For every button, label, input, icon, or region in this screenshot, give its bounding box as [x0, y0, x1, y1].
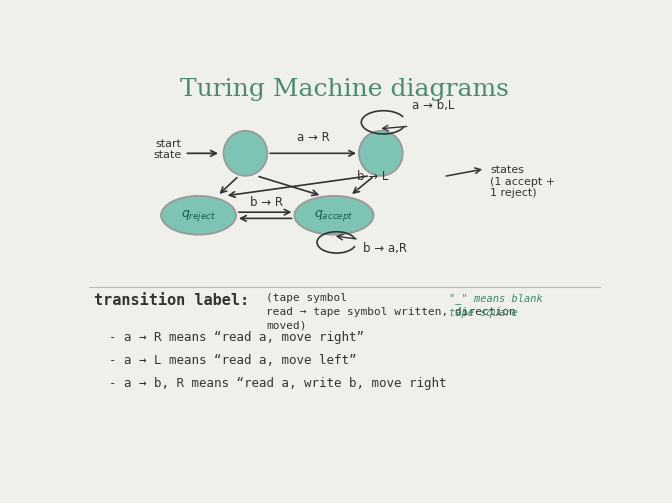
Text: b → L: b → L [358, 170, 388, 183]
Text: a → b,L: a → b,L [412, 99, 454, 112]
Text: $q_{accept}$: $q_{accept}$ [314, 208, 353, 223]
Ellipse shape [224, 131, 267, 176]
Text: - a → L means “read a, move left”: - a → L means “read a, move left” [94, 354, 357, 367]
Text: - a → R means “read a, move right”: - a → R means “read a, move right” [94, 331, 364, 344]
Ellipse shape [359, 131, 403, 176]
Text: states
(1 accept +
1 reject): states (1 accept + 1 reject) [491, 165, 555, 198]
Text: - a → b, R means “read a, write b, move right: - a → b, R means “read a, write b, move … [94, 377, 447, 390]
Ellipse shape [161, 196, 236, 234]
Text: a → R: a → R [297, 131, 329, 144]
Ellipse shape [294, 196, 374, 234]
Text: Turing Machine diagrams: Turing Machine diagrams [180, 78, 509, 101]
Text: "_" means blank
tape square: "_" means blank tape square [449, 293, 542, 318]
Text: b → a,R: b → a,R [363, 242, 407, 255]
Text: $q_{reject}$: $q_{reject}$ [181, 208, 216, 223]
Text: transition label:: transition label: [94, 293, 249, 308]
Text: start
state: start state [154, 139, 182, 160]
Text: (tape symbol
read → tape symbol written, direction
moved): (tape symbol read → tape symbol written,… [266, 293, 516, 331]
Text: b → R: b → R [250, 196, 283, 209]
